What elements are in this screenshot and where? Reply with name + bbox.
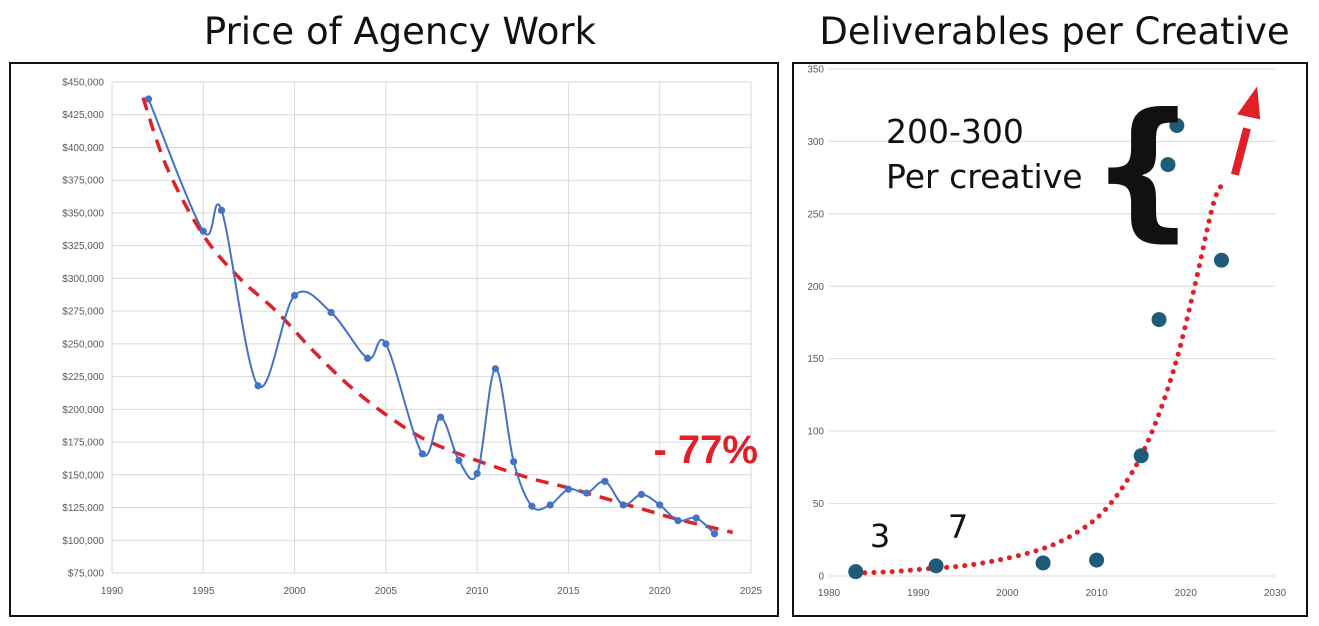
x-tick-label: 2015 — [557, 586, 580, 597]
deliverables-point — [1133, 448, 1149, 464]
curly-brace: { — [1090, 82, 1197, 256]
deliverables-point — [1213, 252, 1229, 268]
chart1-title: Price of Agency Work — [203, 10, 597, 53]
price-point — [327, 308, 335, 317]
deliverables-point — [848, 564, 864, 580]
y-tick-label: $125,000 — [62, 503, 104, 514]
x-tick-label: 1990 — [907, 588, 930, 599]
deliverables-point — [1169, 117, 1185, 133]
annotation-range-label: 200-300 — [886, 112, 1024, 151]
y-tick-label: $425,000 — [62, 110, 104, 121]
x-tick-label: 1980 — [818, 588, 841, 599]
deliverables-point — [928, 558, 944, 574]
x-tick-label: 2000 — [283, 586, 306, 597]
trend-arrowhead — [1237, 86, 1261, 120]
y-tick-label: $175,000 — [62, 438, 104, 449]
annotation-per-creative-label: Per creative — [886, 157, 1083, 196]
y-tick-label: $350,000 — [62, 208, 104, 219]
x-tick-label: 2025 — [740, 586, 763, 597]
price-point — [382, 340, 390, 348]
y-tick-label: $75,000 — [68, 569, 105, 580]
chart2-frame — [792, 62, 1308, 617]
x-tick-label: 2010 — [466, 586, 489, 597]
y-tick-label: $150,000 — [62, 470, 104, 481]
y-tick-label: 300 — [807, 137, 824, 148]
y-tick-label: 0 — [818, 572, 824, 583]
price-point — [455, 456, 463, 464]
y-tick-label: $200,000 — [62, 405, 104, 416]
x-tick-label: 2030 — [1264, 588, 1287, 599]
deliverables-point — [1035, 555, 1051, 571]
deliverables-point — [1160, 157, 1176, 173]
price-point — [144, 95, 153, 103]
chart1-frame — [9, 62, 779, 617]
x-tick-label: 2010 — [1085, 588, 1108, 599]
y-tick-label: $300,000 — [62, 274, 104, 285]
y-tick-label: 50 — [813, 499, 825, 510]
y-tick-label: $100,000 — [62, 536, 104, 547]
y-tick-label: $400,000 — [62, 143, 104, 154]
price-point — [619, 501, 627, 509]
price-point — [418, 450, 426, 458]
price-point — [473, 469, 481, 478]
price-point — [199, 227, 207, 235]
price-point — [674, 517, 682, 525]
y-tick-label: $325,000 — [62, 241, 104, 252]
x-tick-label: 2020 — [649, 586, 672, 597]
price-point — [601, 477, 609, 485]
y-tick-label: $225,000 — [62, 372, 104, 383]
price-point — [290, 291, 299, 300]
y-tick-label: 350 — [807, 65, 824, 76]
deliverables-point — [1089, 552, 1105, 568]
x-tick-label: 1995 — [192, 586, 215, 597]
deliverables-point — [1151, 312, 1167, 328]
price-point — [546, 501, 554, 509]
y-tick-label: $375,000 — [62, 176, 104, 187]
percent-decrease-label: - 77% — [654, 428, 759, 472]
price-point — [437, 413, 445, 421]
y-tick-label: 250 — [807, 209, 824, 220]
annotation-value-3: 3 — [870, 517, 890, 555]
annotation-value-7: 7 — [948, 508, 968, 546]
x-tick-label: 1990 — [101, 586, 124, 597]
y-tick-label: $250,000 — [62, 339, 104, 350]
y-tick-label: $275,000 — [62, 307, 104, 318]
price-point — [364, 354, 372, 362]
price-point — [217, 206, 226, 214]
price-point — [491, 365, 499, 373]
exponential-trend-dotted-line — [853, 182, 1224, 576]
x-tick-label: 2005 — [375, 586, 398, 597]
price-point — [710, 530, 719, 538]
y-tick-label: 100 — [807, 427, 824, 438]
y-tick-label: $450,000 — [62, 78, 104, 89]
trend-dashed-line — [141, 97, 734, 535]
y-tick-label: 150 — [807, 354, 824, 365]
trend-arrow-shaft — [1230, 127, 1251, 176]
x-tick-label: 2020 — [1175, 588, 1198, 599]
price-point — [564, 485, 573, 493]
price-point — [528, 502, 536, 510]
price-point — [583, 489, 591, 497]
price-point — [656, 501, 664, 509]
price-point — [637, 490, 646, 499]
price-point — [254, 382, 262, 390]
y-tick-label: 200 — [807, 282, 824, 293]
x-tick-label: 2000 — [996, 588, 1019, 599]
price-point — [692, 514, 700, 522]
chart2-title: Deliverables per Creative — [819, 10, 1290, 53]
price-point — [510, 458, 518, 466]
